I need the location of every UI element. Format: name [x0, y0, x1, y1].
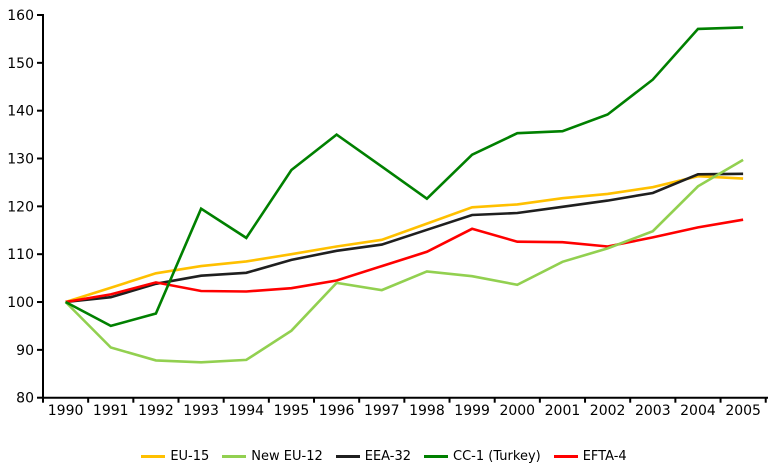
legend-item-eu-15: EU-15 — [141, 450, 209, 463]
x-tick-label: 1994 — [228, 403, 264, 419]
legend-swatch — [553, 454, 578, 458]
legend-swatch — [424, 454, 449, 458]
series-line-new-eu-12 — [64, 158, 744, 364]
x-tick-label: 2001 — [545, 403, 581, 419]
series-line-eea-32 — [65, 172, 744, 304]
x-tick-label: 1993 — [183, 403, 219, 419]
x-tick-label: 2002 — [590, 403, 626, 419]
x-tick-label: 2000 — [499, 403, 535, 419]
x-tick-label: 2003 — [635, 403, 671, 419]
legend-item-eea-32: EEA-32 — [335, 448, 412, 464]
legend-label: New EU-12 — [251, 448, 323, 464]
legend-item-new-eu-12: New EU-12 — [222, 448, 323, 464]
legend-item-cc-1-turkey-: CC-1 (Turkey) — [424, 450, 541, 463]
y-tick-label: 140 — [7, 104, 34, 120]
series-line-cc-1-turkey- — [64, 26, 744, 328]
x-tick-label: 1996 — [319, 403, 355, 419]
y-tick-label: 100 — [7, 295, 34, 311]
plot-area: 80 90 100 110 120 130 140 150 160 1990 1991 1992 199… — [7, 8, 768, 419]
x-tick-label: 2005 — [725, 403, 761, 419]
x-tick-label: 1991 — [93, 403, 129, 419]
y-tick-label: 160 — [7, 8, 34, 24]
legend-label: EU-15 — [170, 448, 210, 464]
legend-label: EEA-32 — [364, 448, 412, 464]
legend-swatch — [335, 454, 360, 458]
y-tick-label: 150 — [7, 56, 34, 72]
y-tick-label: 80 — [16, 391, 34, 407]
x-tick-label: 1990 — [48, 403, 84, 419]
legend-swatch — [141, 454, 166, 458]
legend-swatch — [222, 454, 247, 458]
legend: EU-15 New EU-12 EEA-32 CC-1 (Turkey) EFTA-4 — [0, 446, 768, 466]
axes-lines — [42, 14, 768, 399]
y-tick-label: 90 — [16, 343, 34, 359]
legend-label: CC-1 (Turkey) — [453, 448, 541, 464]
legend-item-efta-4: EFTA-4 — [553, 448, 627, 464]
x-tick-label: 1997 — [364, 403, 400, 419]
y-tick-label: 130 — [7, 152, 34, 168]
y-tick-label: 110 — [7, 247, 34, 263]
series-line-efta-4 — [65, 218, 744, 304]
series-line-eu-15 — [65, 174, 744, 304]
x-tick-label: 1998 — [409, 403, 445, 419]
x-tick-label: 1995 — [274, 403, 310, 419]
x-tick-label: 1992 — [138, 403, 174, 419]
x-tick-label: 2004 — [680, 403, 716, 419]
legend-label: EFTA-4 — [582, 448, 627, 464]
y-tick-label: 120 — [7, 199, 34, 215]
x-tick-label: 1999 — [454, 403, 490, 419]
